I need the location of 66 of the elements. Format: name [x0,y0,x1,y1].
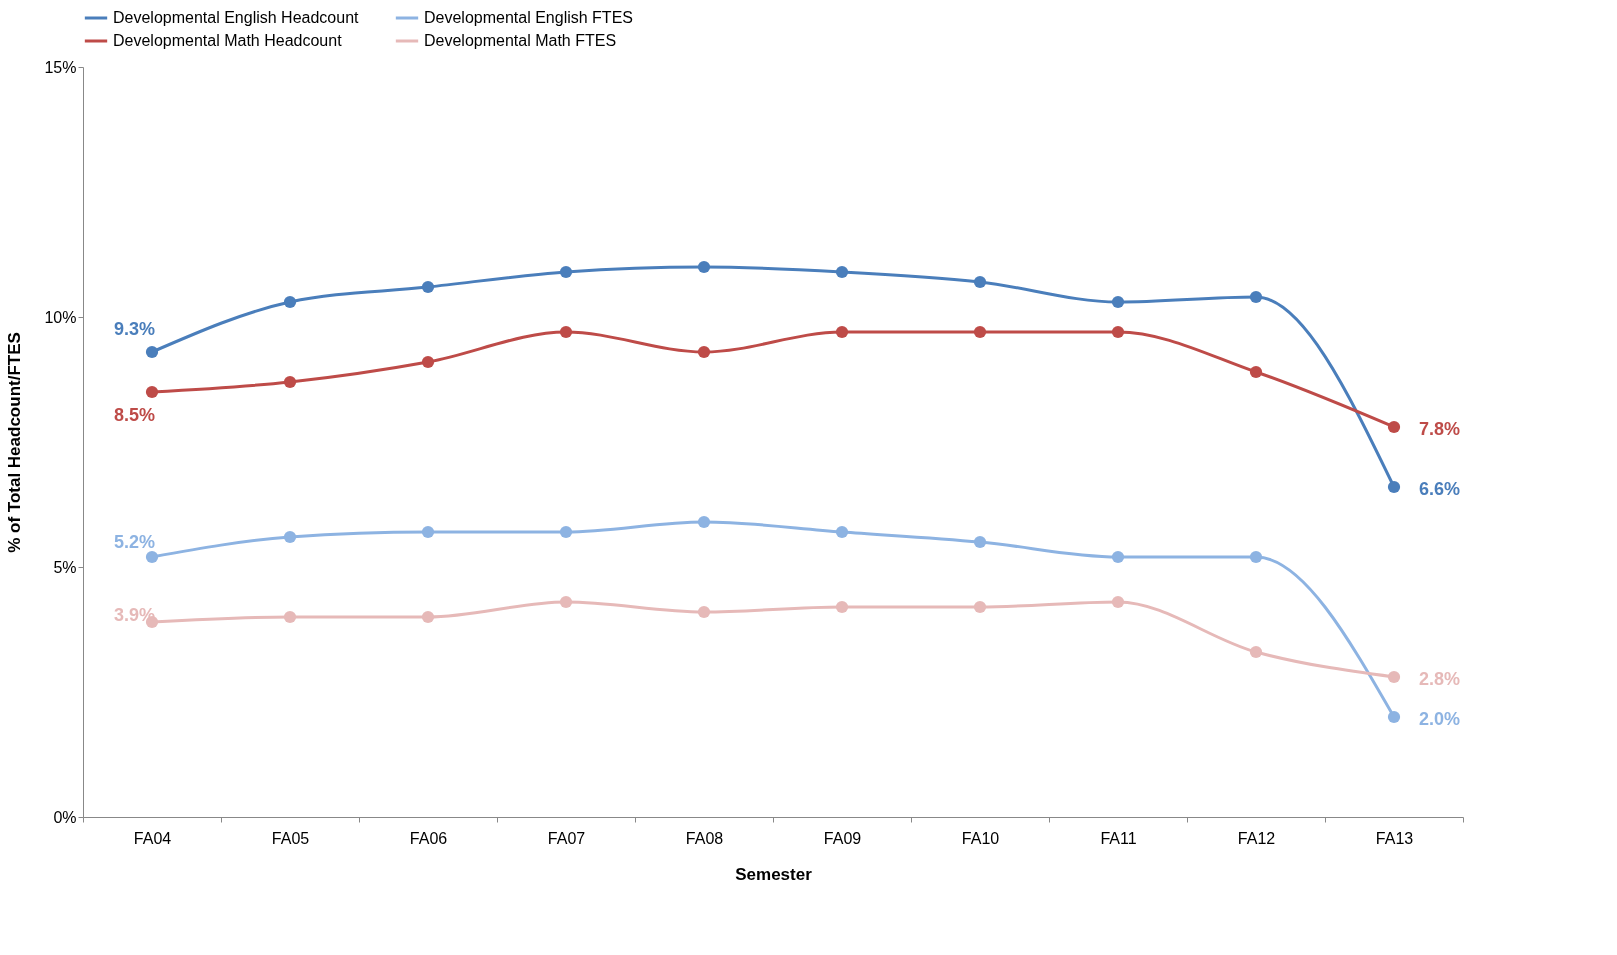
point [559,595,573,609]
point [421,280,435,294]
data-label: 2.0% [1419,709,1461,729]
point [973,600,987,614]
x-tick-label: FA10 [961,829,1000,847]
point [1387,670,1401,684]
point [283,610,297,624]
point [283,375,297,389]
point [421,610,435,624]
x-tick-label: FA08 [685,829,724,847]
point [145,550,159,564]
point [1111,325,1125,339]
point [1111,295,1125,309]
point [1111,595,1125,609]
point [1387,710,1401,724]
point [835,265,849,279]
x-tick-label: FA12 [1237,829,1276,847]
point [835,325,849,339]
point [1387,480,1401,494]
point [973,535,987,549]
point [697,345,711,359]
point [1249,365,1263,379]
point [697,605,711,619]
point [1249,645,1263,659]
y-axis-title: % of Total Headcount/FTES [5,332,25,553]
point [1111,550,1125,564]
y-tick-label: 15% [44,58,77,76]
x-tick-label: FA11 [1100,829,1137,847]
point [1387,420,1401,434]
y-tick-label: 0% [53,808,77,826]
x-axis-title: Semester [735,864,813,884]
data-label: 8.5% [113,405,155,425]
data-label: 7.8% [1419,419,1461,439]
point [559,325,573,339]
legend-label: Developmental English Headcount [113,9,360,26]
x-tick-label: FA04 [133,829,172,847]
point [283,295,297,309]
point [1249,290,1263,304]
data-label: 6.6% [1419,479,1461,499]
point [1249,550,1263,564]
legend-label: Developmental English FTES [424,9,633,26]
y-tick-label: 5% [53,558,77,576]
x-tick-label: FA09 [823,829,862,847]
point [835,525,849,539]
point [283,530,297,544]
point [697,515,711,529]
point [421,525,435,539]
point [421,355,435,369]
data-label: 5.2% [113,532,155,552]
legend-label: Developmental Math FTES [424,32,617,49]
point [697,260,711,274]
data-label: 2.8% [1419,669,1461,689]
point [559,525,573,539]
point [145,345,159,359]
x-tick-label: FA07 [547,829,586,847]
point [973,325,987,339]
point [145,385,159,399]
point [559,265,573,279]
x-tick-label: FA13 [1375,829,1414,847]
x-tick-label: FA05 [271,829,310,847]
x-tick-label: FA06 [409,829,448,847]
legend-label: Developmental Math Headcount [113,32,343,49]
point [835,600,849,614]
y-tick-label: 10% [44,308,77,326]
point [973,275,987,289]
data-label: 9.3% [113,319,155,339]
